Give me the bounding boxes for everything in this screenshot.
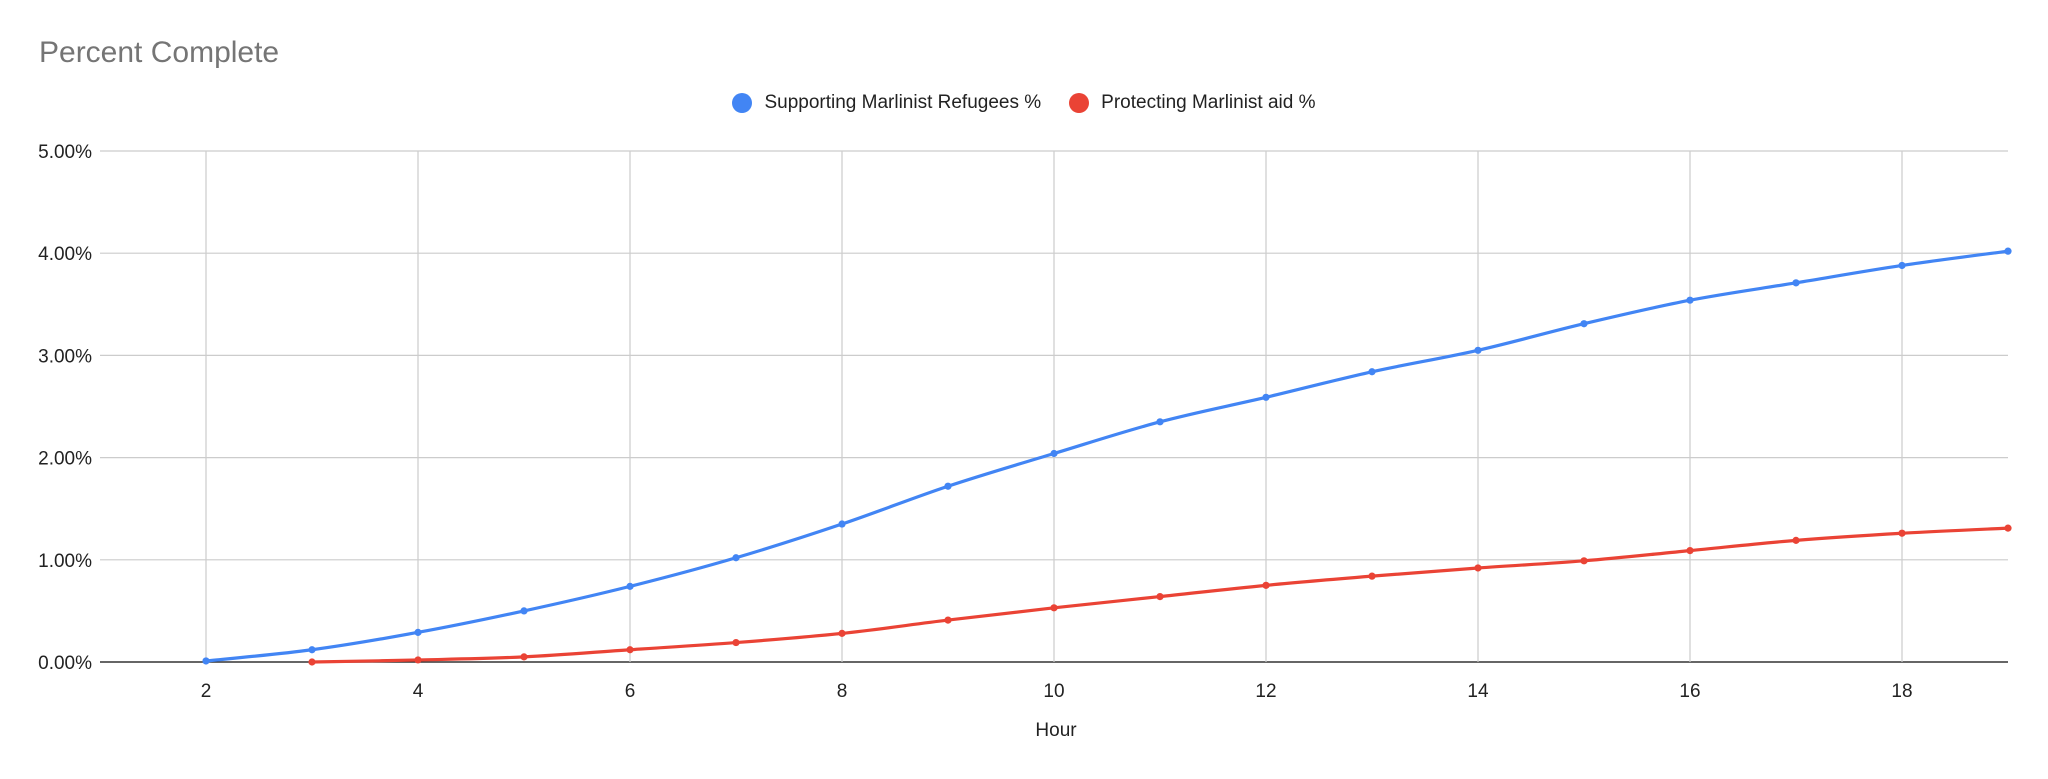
data-point-1 [944,616,952,624]
x-tick-label: 2 [201,681,212,702]
x-tick-label: 14 [1467,681,1489,702]
y-tick-label: 5.00% [38,142,92,163]
data-point-1 [1898,529,1906,537]
data-point-1 [414,656,422,664]
x-tick-label: 12 [1255,681,1276,702]
x-axis-label: Hour [1035,720,1077,741]
x-tick-label: 4 [413,681,424,702]
data-point-0 [626,582,634,590]
x-tick-label: 8 [837,681,848,702]
x-tick-label: 18 [1891,681,1912,702]
legend-label-aid: Protecting Marlinist aid % [1101,92,1316,113]
legend-swatch-refugees [732,93,753,113]
x-tick-label: 16 [1679,681,1700,702]
data-point-0 [308,646,316,654]
data-point-0 [414,628,422,636]
data-point-0 [1686,296,1694,304]
legend-label-refugees: Supporting Marlinist Refugees % [764,92,1042,113]
data-point-0 [944,482,952,490]
x-tick-label: 6 [625,681,636,702]
data-point-1 [1474,564,1482,572]
data-point-1 [520,653,528,661]
data-point-1 [308,658,316,666]
data-point-0 [2004,247,2012,255]
data-point-1 [838,629,846,637]
data-point-1 [1792,536,1800,544]
y-tick-label: 1.00% [38,551,92,572]
chart-title: Percent Complete [39,36,280,69]
data-point-1 [1262,581,1270,589]
data-point-0 [1792,279,1800,287]
legend-swatch-aid [1069,93,1090,113]
data-point-0 [732,554,740,562]
data-point-0 [1050,449,1058,458]
legend-item-aid[interactable]: Protecting Marlinist aid % [1069,92,1316,114]
data-point-0 [1474,346,1482,354]
series-line-0 [205,249,2009,663]
data-point-0 [838,520,846,528]
data-point-0 [202,657,210,665]
x-tick-label: 10 [1043,681,1064,702]
data-point-1 [626,646,634,654]
data-point-1 [732,638,740,647]
data-point-0 [1368,368,1376,376]
data-point-0 [1262,393,1270,401]
data-point-1 [1156,592,1164,601]
data-point-1 [2004,524,2012,532]
data-point-1 [1368,572,1376,580]
data-point-0 [520,607,528,615]
y-tick-label: 4.00% [38,244,92,265]
y-tick-label: 2.00% [38,449,92,470]
data-point-0 [1580,320,1588,328]
data-point-0 [1156,418,1164,426]
y-tick-label: 3.00% [38,346,92,367]
data-point-1 [1686,547,1694,555]
data-point-1 [1580,557,1588,565]
legend: Supporting Marlinist Refugees % Protecti… [0,92,2048,114]
data-point-0 [1898,261,1906,270]
legend-item-refugees[interactable]: Supporting Marlinist Refugees % [732,92,1041,114]
data-point-1 [1050,604,1058,612]
y-tick-label: 0.00% [38,653,92,674]
